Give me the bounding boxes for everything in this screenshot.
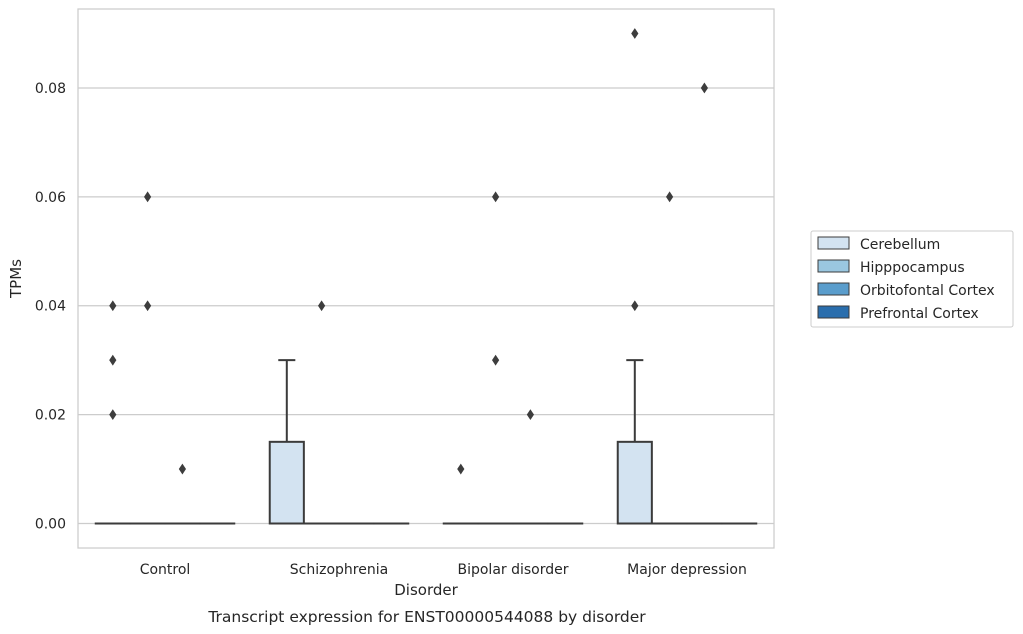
outlier-point [666, 191, 674, 203]
outlier-point [109, 354, 117, 366]
outlier-point [700, 82, 708, 94]
y-tick-label: 0.08 [35, 81, 66, 97]
box-bipolar-disorder-hipppocampus [477, 191, 514, 525]
y-tick-label: 0.02 [35, 408, 66, 424]
outlier-point [457, 463, 465, 475]
gridlines [78, 87, 774, 525]
x-tick-label: Bipolar disorder [457, 562, 568, 578]
box-control-cerebellum [94, 300, 131, 525]
legend-swatch-prefrontal-cortex [817, 305, 850, 319]
outlier-point [178, 463, 186, 475]
legend-label-hipppocampus: Hipppocampus [860, 260, 965, 276]
box-control-hipppocampus [129, 191, 166, 525]
box-major-depression-cerebellum [616, 28, 653, 525]
box-series-layer [94, 28, 758, 525]
x-axis-label: Disorder [394, 581, 458, 599]
outlier-point [492, 191, 500, 203]
x-tick-label: Control [140, 562, 191, 578]
legend-label-cerebellum: Cerebellum [860, 237, 940, 253]
box-bipolar-disorder-cerebellum [442, 463, 479, 525]
outlier-point [144, 300, 152, 312]
y-axis-ticks: 0.00 0.02 0.04 0.06 0.08 [35, 81, 66, 533]
outlier-point [492, 354, 500, 366]
legend-swatch-cerebellum [817, 236, 850, 250]
box-major-depression-hipppocampus [651, 191, 688, 525]
legend-swatch-hipppocampus [817, 259, 850, 273]
legend-frame [810, 230, 1014, 328]
outlier-point [109, 300, 117, 312]
legend-label-prefrontal-cortex: Prefrontal Cortex [860, 306, 979, 322]
y-axis-label: TPMs [7, 259, 25, 299]
box-control-orbitofontal-cortex [164, 463, 201, 525]
legend-label-orbitofontal-cortex: Orbitofontal Cortex [860, 283, 995, 299]
plot-area-frame [77, 8, 775, 549]
box-body [616, 440, 653, 525]
box-body [268, 440, 305, 525]
legend: Cerebellum Hipppocampus Orbitofontal Corte… [810, 230, 1014, 328]
outlier-point [144, 191, 152, 203]
y-tick-label: 0.06 [35, 190, 66, 206]
box-major-depression-orbitofontal-cortex [686, 82, 723, 525]
outlier-point [109, 409, 117, 421]
y-tick-label: 0.00 [35, 517, 66, 533]
box-schizophrenia-hipppocampus [303, 300, 340, 525]
outlier-point [631, 300, 639, 312]
outlier-point [526, 409, 534, 421]
outlier-point [318, 300, 326, 312]
outlier-point [631, 28, 639, 39]
x-axis-ticks: Control Schizophrenia Bipolar disorder Majo… [140, 562, 747, 578]
x-tick-label: Schizophrenia [290, 562, 388, 578]
box-bipolar-disorder-orbitofontal-cortex [512, 409, 549, 525]
x-tick-label: Major depression [627, 562, 747, 578]
y-tick-label: 0.04 [35, 299, 66, 315]
legend-swatch-orbitofontal-cortex [817, 282, 850, 296]
box-schizophrenia-cerebellum [268, 359, 305, 525]
figure-caption: Transcript expression for ENST0000054408… [207, 608, 646, 626]
